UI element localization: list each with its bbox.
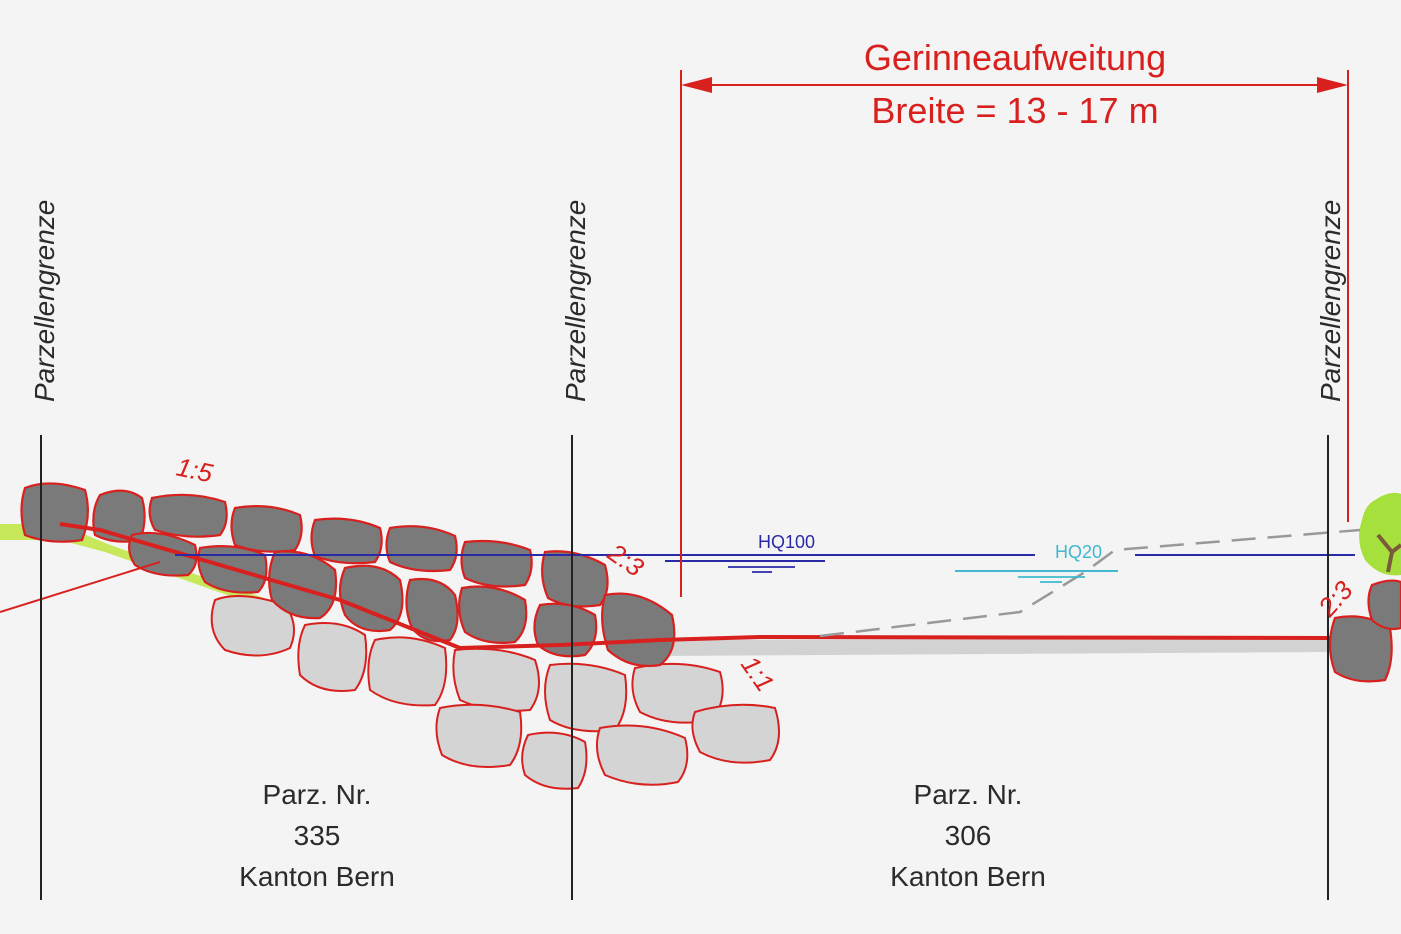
- light-rock: [452, 647, 540, 712]
- parcel-canton: Kanton Bern: [890, 861, 1046, 892]
- dimension-width-label: Breite = 13 - 17 m: [871, 90, 1158, 131]
- parcel-boundary-label: Parzellengrenze: [1315, 200, 1346, 402]
- dark-rock: [385, 525, 458, 573]
- parcel-label-335: Parz. Nr. 335 Kanton Bern: [239, 779, 395, 892]
- dark-rock: [458, 585, 528, 644]
- tree-icon: [1359, 492, 1401, 576]
- dark-rock: [541, 550, 609, 608]
- dark-rock: [268, 550, 338, 620]
- light-rock-layer: [210, 595, 780, 790]
- dark-rock: [310, 517, 383, 565]
- slope-label-mid: 2:3: [602, 537, 650, 583]
- dimension-arrow-left: [681, 77, 712, 93]
- light-rock: [210, 595, 295, 657]
- dark-rock: [405, 577, 459, 643]
- light-rock: [435, 703, 523, 768]
- parcel-label-line: Parz. Nr.: [263, 779, 372, 810]
- light-rock: [521, 731, 588, 790]
- light-rock: [297, 622, 368, 692]
- riverbed-band: [660, 638, 1330, 656]
- terrain-extension: [0, 561, 161, 613]
- parcel-label-306: Parz. Nr. 306 Kanton Bern: [890, 779, 1046, 892]
- dark-rock: [20, 482, 89, 543]
- parcel-boundary-label: Parzellengrenze: [560, 200, 591, 402]
- dimension-title: Gerinneaufweitung: [864, 37, 1166, 78]
- dark-rock: [460, 539, 533, 588]
- light-rock: [544, 662, 628, 733]
- terrain-profile: [59, 522, 1331, 651]
- slope-label-toe: 1:1: [735, 650, 780, 697]
- parcel-boundary-label: Parzellengrenze: [29, 200, 60, 402]
- light-rock: [595, 724, 689, 786]
- dimension-arrow-right: [1317, 77, 1348, 93]
- slope-label-left: 1:5: [174, 452, 216, 489]
- hq20-label: HQ20: [1055, 542, 1102, 562]
- dark-rock: [601, 592, 676, 668]
- parcel-canton: Kanton Bern: [239, 861, 395, 892]
- parcel-label-line: Parz. Nr.: [914, 779, 1023, 810]
- dark-rock: [533, 602, 598, 658]
- light-rock: [367, 636, 448, 707]
- parcel-number: 335: [294, 820, 341, 851]
- light-rock: [691, 703, 780, 764]
- dark-rock: [148, 493, 228, 538]
- parcel-number: 306: [945, 820, 992, 851]
- dark-rock: [230, 505, 303, 553]
- dark-rock: [1367, 579, 1401, 631]
- existing-profile-dashed: [819, 528, 1361, 638]
- hq100-label: HQ100: [758, 532, 815, 552]
